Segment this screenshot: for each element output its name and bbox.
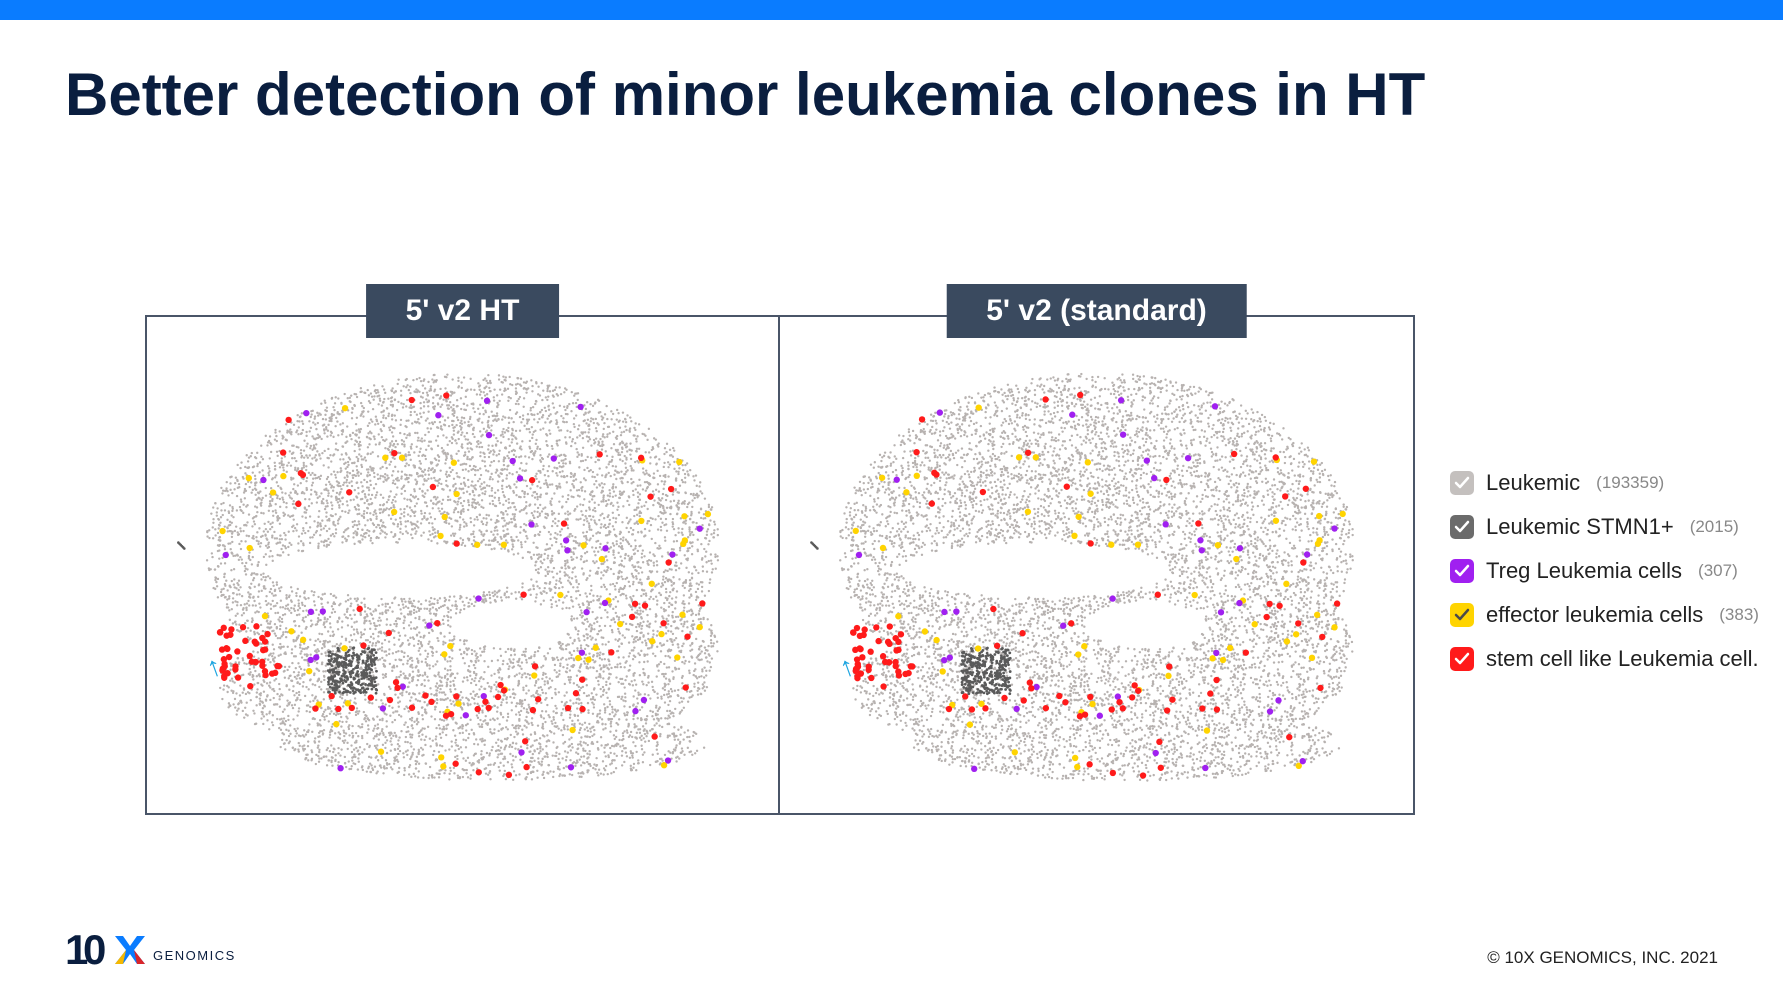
legend-item[interactable]: Treg Leukemia cells (307) xyxy=(1450,558,1759,584)
plot-panel-std: 5' v2 (standard) ↑ xyxy=(780,315,1415,815)
legend-item[interactable]: Leukemic (193359) xyxy=(1450,470,1759,496)
plot-panel-ht: 5' v2 HT ↑ xyxy=(145,315,780,815)
scatter-plot-std xyxy=(790,337,1403,803)
panel-label-std: 5' v2 (standard) xyxy=(946,284,1247,338)
legend-item[interactable]: Leukemic STMN1+ (2015) xyxy=(1450,514,1759,540)
legend-label: Leukemic STMN1+ xyxy=(1486,514,1674,540)
legend-item[interactable]: effector leukemia cells (383) xyxy=(1450,602,1759,628)
legend-swatch xyxy=(1450,559,1474,583)
panel-label-ht: 5' v2 HT xyxy=(366,284,560,338)
legend-count: (383) xyxy=(1719,605,1759,625)
accent-bar xyxy=(0,0,1783,20)
legend-swatch xyxy=(1450,603,1474,627)
legend: Leukemic (193359) Leukemic STMN1+ (2015) Tre… xyxy=(1450,470,1759,672)
page-title: Better detection of minor leukemia clone… xyxy=(65,60,1425,129)
legend-count: (307) xyxy=(1698,561,1738,581)
scatter-plot-ht xyxy=(157,337,768,803)
legend-count: (2015) xyxy=(1690,517,1739,537)
legend-count: (193359) xyxy=(1596,473,1664,493)
logo-10x-genomics: 1 0 GENOMICS xyxy=(65,928,235,973)
legend-swatch xyxy=(1450,647,1474,671)
legend-label: Leukemic xyxy=(1486,470,1580,496)
copyright: © 10X GENOMICS, INC. 2021 xyxy=(1487,948,1718,968)
legend-label: stem cell like Leukemia cell. xyxy=(1486,646,1759,672)
plots-container: 5' v2 HT ↑ 5' v2 (standard) ↑ xyxy=(145,315,1415,815)
legend-label: effector leukemia cells xyxy=(1486,602,1703,628)
legend-item[interactable]: stem cell like Leukemia cell. xyxy=(1450,646,1759,672)
legend-label: Treg Leukemia cells xyxy=(1486,558,1682,584)
legend-swatch xyxy=(1450,471,1474,495)
legend-swatch xyxy=(1450,515,1474,539)
logo-text: GENOMICS xyxy=(153,948,235,963)
